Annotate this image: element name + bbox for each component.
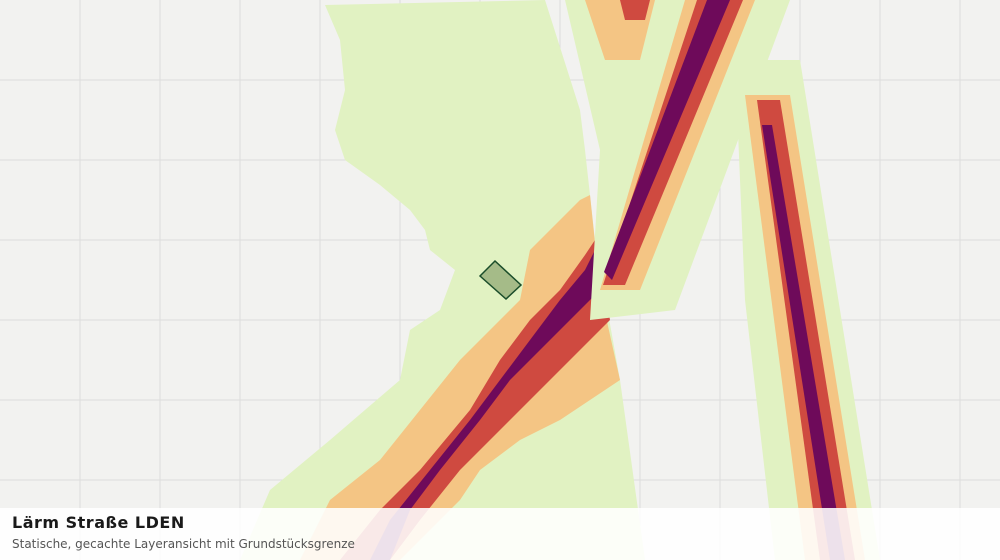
parcel-boundary bbox=[478, 259, 523, 301]
noise-zone-high bbox=[620, 0, 650, 20]
noise-zone-very-high bbox=[370, 250, 600, 560]
noise-zone-medium bbox=[300, 195, 620, 560]
noise-layer bbox=[240, 0, 880, 560]
noise-zone-high bbox=[340, 240, 610, 560]
panel-subtitle: Statische, gecachte Layeransicht mit Gru… bbox=[12, 537, 355, 551]
noise-zone-very-high bbox=[762, 125, 845, 560]
info-panel bbox=[0, 508, 1000, 560]
noise-zone-very-high bbox=[604, 0, 730, 280]
panel-title: Lärm Straße LDEN bbox=[12, 513, 185, 532]
